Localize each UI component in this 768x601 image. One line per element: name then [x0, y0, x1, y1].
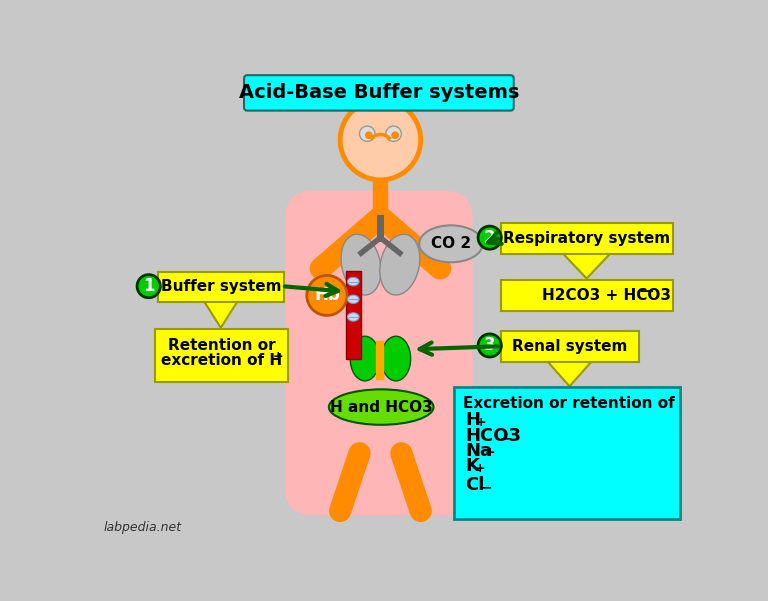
Polygon shape: [204, 301, 238, 328]
FancyBboxPatch shape: [244, 75, 514, 111]
Text: labpedia.net: labpedia.net: [104, 522, 182, 534]
Text: +: +: [475, 415, 486, 429]
Ellipse shape: [380, 234, 420, 295]
Text: 1: 1: [143, 277, 154, 295]
Text: 2: 2: [484, 228, 495, 246]
Text: 3: 3: [484, 337, 495, 355]
Text: K: K: [465, 457, 478, 475]
Circle shape: [391, 132, 399, 139]
Text: Buffer system: Buffer system: [161, 279, 281, 294]
Text: Na: Na: [465, 442, 492, 460]
Text: −: −: [481, 480, 492, 494]
Text: +: +: [485, 447, 495, 459]
Ellipse shape: [381, 336, 411, 381]
Text: Renal system: Renal system: [511, 339, 627, 354]
Text: Acid-Base Buffer systems: Acid-Base Buffer systems: [239, 84, 519, 102]
Circle shape: [365, 132, 372, 139]
Circle shape: [306, 275, 347, 316]
FancyBboxPatch shape: [501, 223, 673, 254]
FancyBboxPatch shape: [501, 280, 673, 311]
Text: H: H: [465, 411, 480, 429]
Ellipse shape: [329, 389, 433, 425]
Circle shape: [478, 334, 502, 357]
Text: Hb: Hb: [314, 287, 339, 305]
Text: excretion of H: excretion of H: [161, 353, 282, 368]
Text: +: +: [273, 350, 283, 363]
Circle shape: [340, 100, 421, 180]
Text: H2CO3 + HCO3: H2CO3 + HCO3: [541, 288, 670, 303]
Text: −: −: [500, 431, 511, 445]
Polygon shape: [561, 252, 611, 278]
Text: HCO3: HCO3: [465, 427, 521, 445]
Text: —: —: [639, 284, 654, 298]
FancyBboxPatch shape: [501, 331, 639, 362]
Ellipse shape: [341, 234, 381, 295]
Text: Excretion or retention of: Excretion or retention of: [462, 395, 674, 410]
Text: +: +: [474, 462, 485, 475]
Text: Cl: Cl: [465, 476, 485, 494]
Circle shape: [359, 126, 375, 141]
Circle shape: [478, 226, 502, 249]
Ellipse shape: [419, 225, 483, 262]
FancyBboxPatch shape: [158, 272, 283, 302]
Ellipse shape: [347, 313, 359, 321]
Polygon shape: [546, 360, 593, 386]
Text: Retention or: Retention or: [167, 338, 276, 353]
Text: H and HCO3: H and HCO3: [329, 400, 432, 415]
Ellipse shape: [347, 277, 359, 286]
Text: Respiratory system: Respiratory system: [503, 231, 670, 246]
Ellipse shape: [347, 295, 359, 304]
Bar: [346, 271, 361, 359]
FancyBboxPatch shape: [286, 192, 472, 515]
Ellipse shape: [350, 336, 379, 381]
Circle shape: [386, 126, 402, 141]
Circle shape: [137, 275, 161, 297]
FancyBboxPatch shape: [454, 387, 680, 519]
Text: CO 2: CO 2: [431, 236, 471, 251]
FancyBboxPatch shape: [155, 329, 288, 382]
Bar: [373, 178, 387, 218]
